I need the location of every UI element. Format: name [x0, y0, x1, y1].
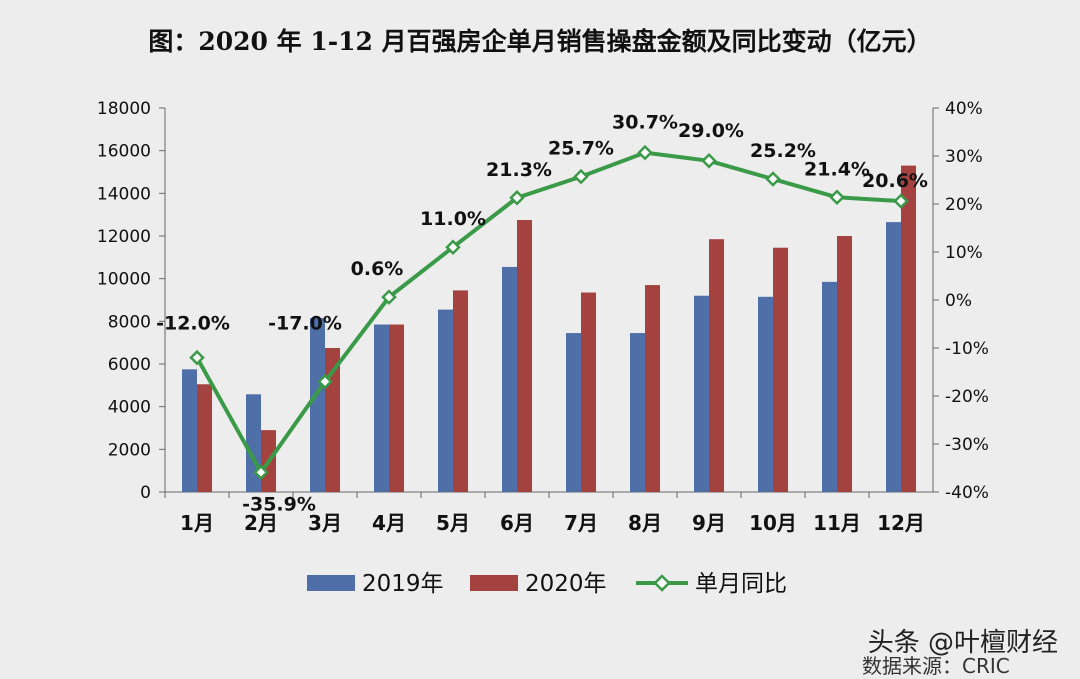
- yoy-point: [765, 171, 781, 187]
- y-right-tick-label: 30%: [945, 147, 983, 167]
- legend-swatch-2019: [307, 575, 355, 591]
- yoy-point: [189, 349, 205, 366]
- yoy-point: [381, 289, 397, 305]
- y-left-tick-label: 16000: [97, 142, 151, 162]
- yoy-point: [701, 153, 717, 169]
- y-right-tick-label: 40%: [945, 99, 983, 119]
- bar-2020: [581, 292, 596, 492]
- y-right-tick-label: 0%: [945, 291, 972, 311]
- chart-title: 图：2020 年 1-12 月百强房企单月销售操盘金额及同比变动（亿元）: [148, 27, 932, 56]
- legend-swatch-2020: [470, 575, 518, 591]
- bar-2020: [453, 290, 468, 492]
- x-tick-label: 8月: [628, 511, 662, 535]
- bar-2020: [389, 324, 404, 492]
- yoy-data-label: 0.6%: [351, 258, 404, 280]
- y-left-tick-label: 6000: [108, 355, 151, 375]
- bar-2019: [566, 333, 581, 492]
- x-tick-label: 9月: [692, 511, 726, 535]
- x-tick-label: 10月: [749, 511, 797, 535]
- yoy-data-label: 21.3%: [486, 159, 552, 181]
- yoy-line: [195, 150, 902, 475]
- y-right-tick-label: -10%: [945, 339, 989, 359]
- y-left-tick-label: 18000: [97, 99, 151, 119]
- y-right-tick-label: 20%: [945, 195, 983, 215]
- y-left-tick-label: 12000: [97, 227, 151, 247]
- yoy-point: [637, 144, 653, 161]
- yoy-point: [253, 464, 269, 481]
- y-left-tick-label: 2000: [108, 440, 151, 460]
- y-right-tick-label: -20%: [945, 387, 989, 407]
- y-left-tick-label: 4000: [108, 398, 151, 418]
- bar-2019: [374, 324, 389, 492]
- legend-label-yoy: 单月同比: [695, 571, 787, 597]
- legend-label-2019: 2019年: [362, 571, 444, 597]
- yoy-point: [509, 189, 525, 206]
- bar-2020: [773, 247, 788, 492]
- x-tick-label: 2月: [244, 511, 278, 535]
- bar-2020: [197, 384, 212, 492]
- x-tick-label: 11月: [813, 511, 861, 535]
- x-tick-label: 5月: [436, 511, 470, 535]
- yoy-point: [829, 189, 845, 206]
- bar-2019: [438, 309, 453, 492]
- bar-2019: [630, 333, 645, 492]
- yoy-data-label: 25.2%: [750, 140, 816, 162]
- yoy-data-label: -17.0%: [268, 313, 342, 335]
- bar-2020: [709, 239, 724, 492]
- bar-2019: [182, 369, 197, 492]
- yoy-data-label: 20.6%: [862, 170, 928, 192]
- y-right-tick-label: 10%: [945, 243, 983, 263]
- x-tick-label: 3月: [308, 511, 342, 535]
- y-left-tick-label: 10000: [97, 270, 151, 290]
- bar-2019: [886, 222, 901, 492]
- bar-2020: [901, 165, 916, 492]
- y-right-tick-label: -40%: [945, 483, 989, 503]
- yoy-point: [445, 239, 461, 255]
- y-left-tick-label: 14000: [97, 184, 151, 204]
- legend-label-2020: 2020年: [525, 571, 607, 597]
- bar-2020: [837, 236, 852, 492]
- yoy-data-label: 29.0%: [678, 120, 744, 142]
- y-left-tick-label: 0: [140, 483, 151, 503]
- bar-2019: [758, 296, 773, 492]
- watermark: 头条 @叶檀财经: [867, 628, 1058, 658]
- bar-2019: [822, 281, 837, 492]
- yoy-data-label: 11.0%: [420, 208, 486, 230]
- y-left-tick-label: 8000: [108, 312, 151, 332]
- y-right-tick-label: -30%: [945, 435, 989, 455]
- yoy-data-label: -35.9%: [242, 493, 316, 515]
- yoy-data-label: -12.0%: [156, 313, 230, 335]
- x-tick-label: 12月: [877, 511, 925, 535]
- x-tick-label: 6月: [500, 511, 534, 535]
- bar-2020: [645, 285, 660, 492]
- bar-2019: [694, 295, 709, 492]
- legend-marker-yoy: [653, 574, 671, 592]
- bar-2019: [310, 318, 325, 492]
- data-source: 数据来源：CRIC: [862, 654, 1010, 678]
- yoy-point: [573, 168, 589, 185]
- yoy-point: [893, 193, 909, 209]
- bar-2020: [517, 220, 532, 492]
- yoy-data-label: 21.4%: [804, 158, 870, 180]
- bar-2019: [502, 266, 517, 492]
- x-tick-label: 7月: [564, 511, 598, 535]
- yoy-data-label: 30.7%: [612, 112, 678, 134]
- x-tick-label: 4月: [372, 511, 406, 535]
- yoy-data-label: 25.7%: [548, 138, 614, 160]
- yoy-point: [317, 373, 333, 390]
- x-tick-label: 1月: [180, 511, 214, 535]
